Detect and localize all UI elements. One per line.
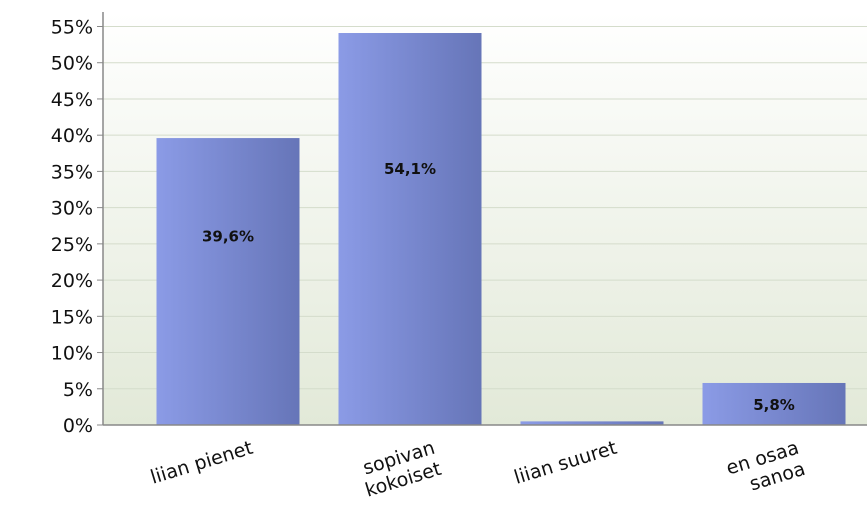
y-tick-label: 55% xyxy=(51,16,93,38)
data-label: 5,8% xyxy=(753,396,795,414)
y-tick-label: 0% xyxy=(63,415,93,437)
y-tick-label: 25% xyxy=(51,234,93,256)
y-tick-label: 5% xyxy=(63,379,93,401)
bar xyxy=(156,138,300,426)
y-tick-label: 30% xyxy=(51,198,93,220)
y-tick-label: 40% xyxy=(51,125,93,147)
y-tick-label: 20% xyxy=(51,270,93,292)
bar xyxy=(702,382,846,425)
data-label: 39,6% xyxy=(202,227,254,245)
bar xyxy=(338,33,482,426)
bar xyxy=(520,421,664,425)
x-tick-label-line: liian suuret xyxy=(512,437,620,489)
x-tick-label-line: liian pienet xyxy=(148,437,256,489)
y-tick-label: 35% xyxy=(51,161,93,183)
y-tick-label: 10% xyxy=(51,343,93,365)
data-label: 54,1% xyxy=(384,160,436,178)
y-tick-label: 45% xyxy=(51,89,93,111)
x-tick-label: liian pienet xyxy=(148,437,256,489)
y-tick-label: 15% xyxy=(51,306,93,328)
x-tick-label: liian suuret xyxy=(512,437,620,489)
y-tick-label: 50% xyxy=(51,53,93,75)
